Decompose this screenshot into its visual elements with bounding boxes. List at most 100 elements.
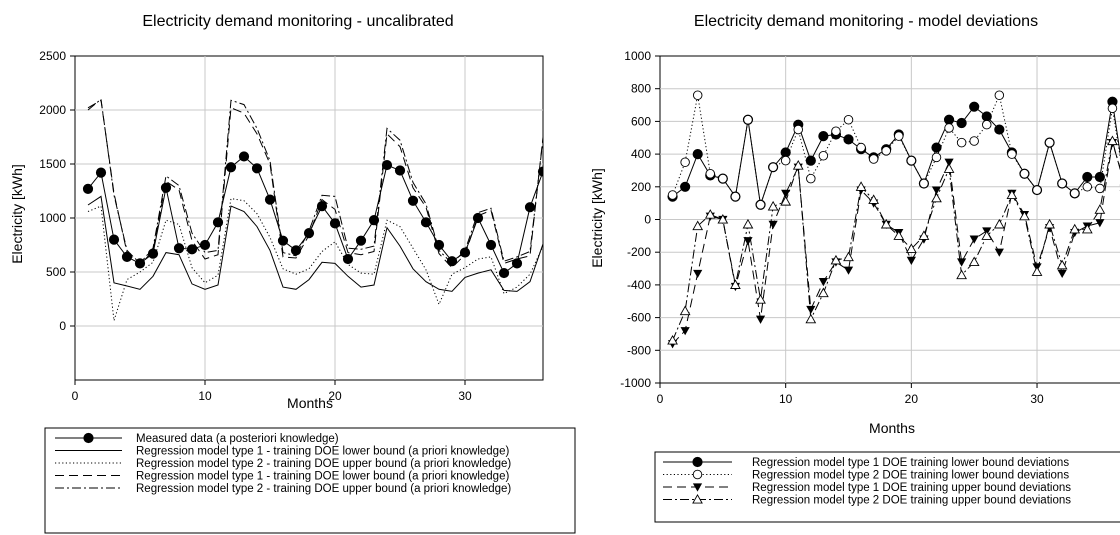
legend-marker — [692, 493, 703, 504]
data-point — [1031, 266, 1043, 276]
data-point — [981, 111, 992, 122]
data-point — [692, 90, 703, 100]
data-point — [1057, 269, 1067, 279]
series-1 — [82, 151, 543, 279]
y-tick-label: 1000 — [624, 49, 651, 63]
y-tick-label: -800 — [627, 343, 651, 357]
legend-label: Regression model type 2 DOE training low… — [752, 470, 1069, 482]
data-point — [1081, 223, 1093, 234]
data-point — [742, 218, 754, 229]
data-point — [679, 305, 691, 316]
data-point — [918, 230, 930, 240]
data-point — [743, 115, 753, 125]
data-point — [931, 192, 942, 203]
data-point — [806, 305, 816, 315]
legend-entry: Regression model type 2 DOE training upp… — [663, 493, 1071, 507]
tick-labels: 0 10 20 30 0 500 1000 1500 2000 2500 — [39, 49, 472, 403]
data-point — [843, 266, 854, 275]
data-point — [1095, 219, 1105, 228]
legend-marker — [692, 456, 703, 468]
tick-labels: 0 10 20 30 -1000 -800 -600 -400 -200 0 200 400 600 80… — [620, 49, 1044, 406]
data-point — [95, 167, 107, 178]
data-point — [968, 256, 980, 267]
x-axis-label: Months — [287, 395, 333, 411]
series-line — [672, 93, 1120, 205]
data-point — [1057, 178, 1067, 189]
data-point — [1019, 168, 1030, 179]
series-3 — [667, 139, 1120, 349]
data-point — [680, 157, 690, 168]
data-point — [956, 137, 967, 148]
data-point — [290, 245, 302, 256]
gridlines — [75, 56, 543, 380]
data-point — [692, 149, 703, 160]
data-point — [718, 173, 728, 184]
data-point — [969, 101, 980, 112]
data-point — [880, 218, 892, 229]
data-point — [1007, 149, 1017, 159]
y-axis-label: Electricity [kWh] — [589, 168, 605, 268]
x-tick-label: 0 — [657, 392, 664, 406]
series-line — [87, 195, 543, 292]
series-group — [667, 90, 1120, 349]
data-point — [381, 159, 393, 171]
legend-marker — [83, 432, 94, 444]
data-point — [730, 279, 741, 289]
data-point — [944, 158, 954, 167]
data-point — [843, 134, 854, 145]
data-point — [511, 258, 523, 269]
legend-entry: Regression model type 1 - training DOE l… — [55, 471, 509, 483]
data-point — [755, 200, 766, 210]
chart-uncalibrated: Electricity demand monitoring - uncalibr… — [9, 13, 576, 534]
y-tick-label: 2500 — [39, 49, 66, 63]
legend-marker — [692, 483, 703, 492]
data-point — [855, 181, 867, 191]
x-tick-label: 0 — [72, 389, 79, 403]
data-point — [680, 327, 690, 336]
data-point — [459, 247, 471, 258]
data-point — [831, 126, 841, 136]
data-point — [82, 183, 94, 194]
data-point — [1069, 188, 1080, 199]
legend-label: Regression model type 1 DOE training low… — [752, 457, 1069, 469]
data-point — [1082, 182, 1093, 192]
data-point — [768, 162, 778, 172]
data-point — [1107, 103, 1118, 114]
data-point — [818, 131, 829, 142]
data-point — [792, 160, 804, 170]
series-line — [87, 99, 543, 269]
data-point — [160, 182, 172, 193]
legend-label: Regression model type 2 - training DOE u… — [136, 458, 511, 470]
data-point — [1094, 204, 1106, 214]
legend: Regression model type 1 DOE training low… — [654, 451, 1120, 523]
data-point — [943, 163, 955, 173]
data-point — [755, 315, 766, 324]
data-point — [994, 248, 1004, 257]
series-line — [87, 198, 543, 321]
data-point — [931, 142, 942, 153]
data-point — [524, 202, 536, 213]
x-axis-label: Months — [869, 420, 915, 436]
series-2 — [87, 195, 543, 292]
series-4 — [667, 135, 1120, 345]
data-point — [830, 254, 842, 265]
data-point — [981, 230, 993, 240]
y-tick-label: 200 — [631, 180, 651, 194]
y-tick-label: 600 — [631, 114, 651, 128]
legend-label: Regression model type 1 DOE training upp… — [752, 482, 1071, 494]
series-group — [82, 98, 543, 321]
legend-entry: Measured data (a posteriori knowledge) — [55, 432, 339, 445]
data-point — [667, 190, 678, 200]
series-line — [672, 101, 1120, 205]
data-point — [693, 269, 703, 279]
x-tick-label: 20 — [905, 392, 919, 406]
data-point — [931, 186, 942, 195]
y-tick-label: -400 — [627, 278, 651, 292]
data-point — [1069, 223, 1081, 234]
legend-label: Regression model type 1 - training DOE l… — [136, 471, 509, 483]
legend-label: Regression model type 2 - training DOE u… — [136, 483, 511, 495]
data-point — [805, 155, 816, 166]
data-point — [969, 235, 979, 244]
data-point — [667, 334, 678, 345]
